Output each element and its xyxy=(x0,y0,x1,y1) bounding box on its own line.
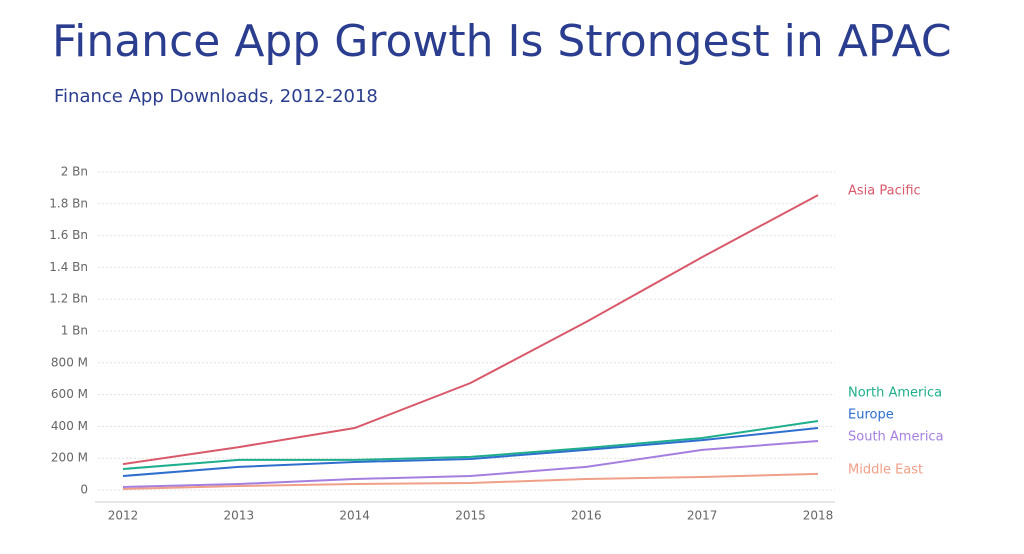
y-tick-label: 1 Bn xyxy=(61,324,88,338)
legend-label: North America xyxy=(848,386,942,401)
legend-label: Europe xyxy=(848,408,894,423)
x-tick-label: 2018 xyxy=(803,509,834,523)
y-tick-label: 1.2 Bn xyxy=(49,292,88,306)
legend-label: Asia Pacific xyxy=(848,184,921,199)
y-tick-label: 0 xyxy=(80,483,88,497)
x-tick-label: 2017 xyxy=(687,509,718,523)
x-tick-label: 2016 xyxy=(571,509,602,523)
series-line xyxy=(122,472,819,490)
y-tick-label: 600 M xyxy=(51,387,88,401)
series-line xyxy=(122,440,819,488)
y-tick-label: 400 M xyxy=(51,419,88,433)
series-line xyxy=(122,194,819,466)
y-tick-label: 1.8 Bn xyxy=(49,196,88,210)
x-tick-label: 2015 xyxy=(455,509,486,523)
y-tick-label: 1.6 Bn xyxy=(49,228,88,242)
chart-title: Finance App Growth Is Strongest in APAC xyxy=(52,16,952,67)
y-tick-label: 800 M xyxy=(51,355,88,369)
y-tick-label: 200 M xyxy=(51,451,88,465)
legend-label: Middle East xyxy=(848,462,923,477)
y-tick-label: 2 Bn xyxy=(61,165,88,179)
x-tick-label: 2013 xyxy=(224,509,255,523)
legend-label: South America xyxy=(848,430,944,445)
chart-subtitle: Finance App Downloads, 2012-2018 xyxy=(54,86,378,107)
series-line xyxy=(122,420,819,470)
y-tick-label: 1.4 Bn xyxy=(49,260,88,274)
x-tick-label: 2012 xyxy=(108,509,139,523)
x-tick-label: 2014 xyxy=(339,509,370,523)
series-line xyxy=(122,427,819,477)
